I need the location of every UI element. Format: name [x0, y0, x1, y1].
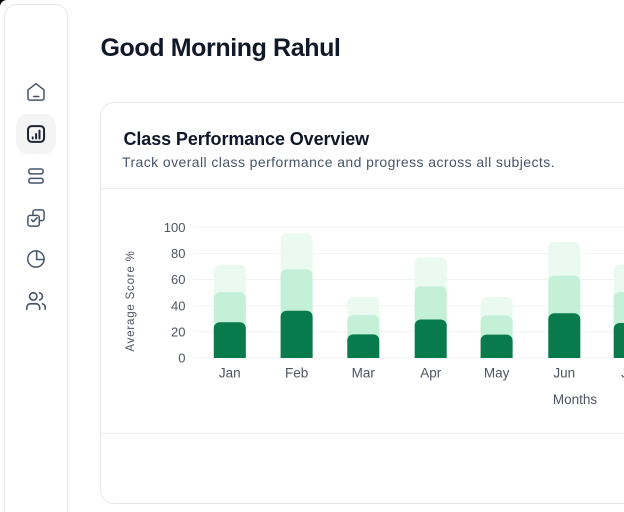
svg-text:Apr: Apr	[420, 366, 442, 381]
svg-text:Feb: Feb	[285, 366, 308, 381]
svg-text:20: 20	[171, 325, 185, 340]
svg-text:60: 60	[171, 272, 185, 287]
svg-text:Average Score %: Average Score %	[125, 250, 137, 351]
svg-text:0: 0	[178, 351, 185, 366]
svg-text:100: 100	[164, 220, 186, 235]
svg-text:40: 40	[171, 298, 185, 313]
svg-text:Months: Months	[553, 392, 598, 407]
svg-text:Jan: Jan	[219, 366, 241, 381]
svg-text:Jun: Jun	[553, 366, 575, 381]
svg-text:Jul: Jul	[621, 366, 624, 381]
svg-text:May: May	[484, 366, 510, 381]
svg-text:Mar: Mar	[352, 366, 376, 381]
svg-text:80: 80	[171, 246, 185, 261]
